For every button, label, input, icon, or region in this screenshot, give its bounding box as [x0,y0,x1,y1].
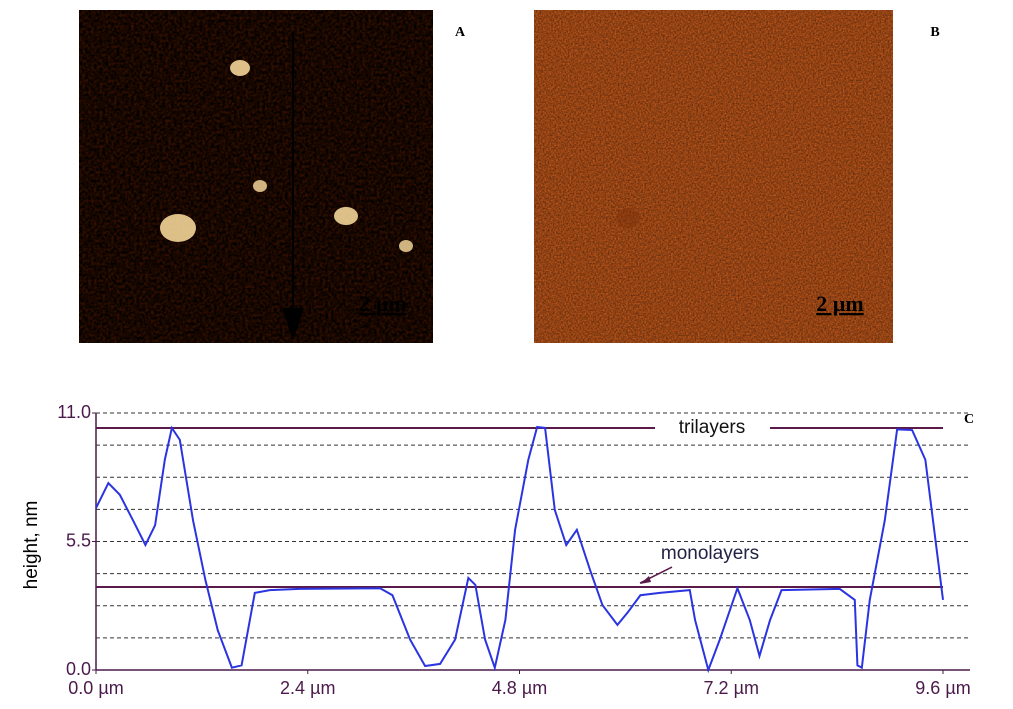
panel-label-b: B [930,25,939,40]
afm-image-a [79,10,433,343]
scale-bar-a: 2 µm [359,291,407,316]
panel-label-a: A [455,25,466,40]
annotation: trilayers [679,417,746,438]
annotation: monolayers [661,543,759,564]
x-tick-label: 9.6 µm [915,678,970,698]
data-line [95,425,944,674]
x-tick-label: 0.0 µm [68,678,123,698]
label-bg [655,415,770,440]
y-axis-label: height, nm [21,501,42,590]
x-tick-label: 4.8 µm [492,678,547,698]
scale-bar-b: 2 µm [816,291,864,316]
panel-label-c: C [964,412,974,427]
arrow-head [640,576,651,585]
x-tick-label: 7.2 µm [704,678,759,698]
y-tick-label: 5.5 [66,530,91,550]
y-tick-label: 0.0 [66,659,91,679]
afm-image-b [534,10,893,343]
y-tick-label: 11.0 [57,402,91,422]
x-tick-label: 2.4 µm [280,678,335,698]
